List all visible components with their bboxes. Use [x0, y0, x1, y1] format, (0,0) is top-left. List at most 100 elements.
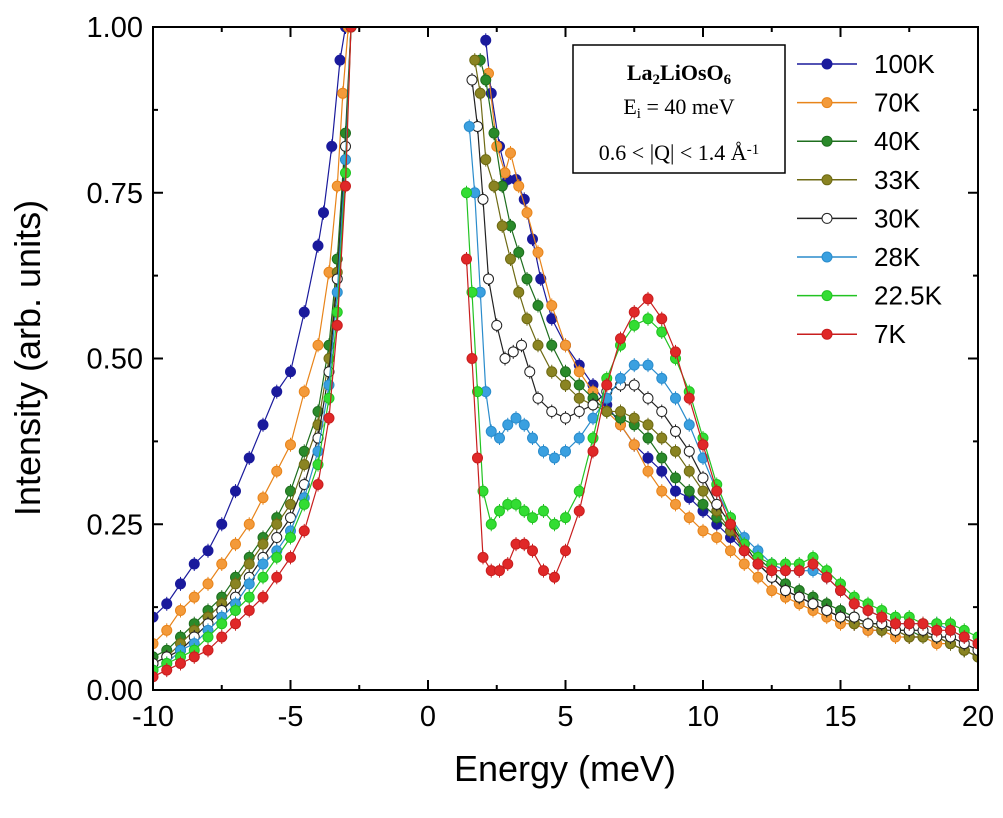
data-point [642, 359, 654, 371]
data-point [656, 372, 668, 384]
legend-label: 7K [874, 319, 906, 349]
data-point [466, 286, 478, 298]
data-point [527, 432, 538, 444]
data-point [188, 591, 200, 603]
data-point [628, 306, 640, 318]
data-point [560, 412, 571, 424]
x-tick-label: 5 [557, 701, 573, 733]
data-point [518, 505, 530, 517]
data-point [670, 425, 681, 437]
axis-ticks: -10 -5 0 5 10 15 20 0.00 0.25 0.50 0.75 1.00 [87, 12, 995, 733]
data-point [513, 286, 525, 298]
data-point [202, 644, 214, 656]
y-tick-label: 0.00 [87, 675, 143, 707]
data-point [243, 604, 255, 616]
legend-item-40K: 40K [797, 126, 921, 156]
data-point [656, 452, 668, 464]
data-point [683, 465, 695, 477]
data-point [480, 74, 492, 86]
data-point [483, 273, 494, 285]
data-point [917, 618, 929, 630]
data-point [532, 392, 544, 404]
data-point [243, 578, 255, 590]
data-point [697, 472, 709, 484]
data-point [835, 585, 846, 597]
data-point [243, 452, 255, 464]
data-point [188, 651, 200, 663]
data-point [323, 412, 335, 424]
data-point [835, 611, 846, 623]
legend-item-22.5K: 22.5K [797, 281, 943, 311]
data-point [697, 498, 709, 510]
data-point [601, 406, 613, 418]
legend-item-70K: 70K [797, 88, 921, 118]
data-point [480, 154, 492, 166]
data-point [890, 618, 901, 630]
data-point [560, 545, 571, 557]
data-point [312, 240, 324, 252]
x-tick-label: 20 [962, 701, 994, 733]
data-point [502, 558, 514, 570]
legend-item-33K: 33K [797, 165, 921, 195]
data-point [535, 273, 547, 285]
legend-item-7K: 7K [797, 319, 906, 349]
data-point [472, 452, 483, 464]
data-point [642, 452, 654, 464]
data-point [477, 193, 489, 205]
y-tick-label: 1.00 [87, 12, 143, 44]
data-point [697, 439, 709, 451]
data-point [485, 518, 497, 530]
data-point [546, 339, 558, 351]
data-point [573, 379, 585, 391]
data-point [331, 286, 343, 298]
data-point [642, 432, 654, 444]
annotation-line: Ei = 40 meV [623, 94, 734, 122]
data-point [670, 498, 681, 510]
data-point [656, 313, 668, 325]
data-point [480, 34, 492, 46]
legend-marker [821, 135, 833, 147]
data-point [513, 246, 525, 258]
data-point [670, 445, 681, 457]
data-point [499, 167, 511, 179]
data-point [521, 273, 533, 285]
data-point [230, 485, 241, 497]
data-point [958, 631, 970, 643]
data-point [587, 399, 599, 411]
data-point [505, 147, 516, 159]
data-point [670, 472, 681, 484]
data-point [560, 512, 571, 524]
data-point [271, 532, 283, 544]
data-point [738, 545, 750, 557]
series-70K [153, 27, 978, 664]
data-point [513, 180, 525, 192]
data-point [466, 353, 478, 364]
data-point [560, 445, 571, 457]
legend-marker [821, 328, 833, 340]
legend-label: 30K [874, 203, 921, 233]
data-point [752, 558, 764, 570]
data-point [546, 406, 558, 418]
data-point [573, 432, 585, 444]
data-point [642, 293, 654, 305]
data-point [331, 306, 343, 318]
data-point [507, 346, 519, 358]
data-point [697, 525, 709, 537]
data-point [488, 180, 500, 192]
data-point [656, 406, 668, 418]
data-point [216, 518, 228, 530]
data-point [573, 406, 585, 418]
data-point [945, 624, 956, 636]
data-point [461, 253, 472, 265]
data-point [697, 485, 709, 497]
data-point [153, 611, 159, 623]
data-point [642, 419, 654, 431]
data-point [331, 319, 343, 331]
data-point [510, 412, 522, 424]
data-point [516, 339, 527, 351]
data-point [494, 432, 505, 444]
data-point [216, 631, 228, 643]
data-point [463, 120, 475, 132]
data-point [257, 538, 269, 550]
data-point [876, 611, 888, 623]
